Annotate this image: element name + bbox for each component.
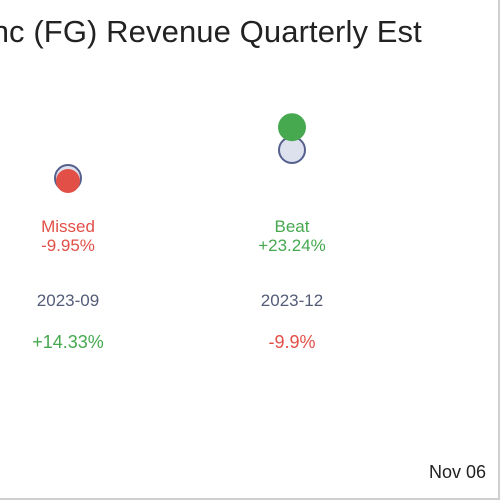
growth-label: +14.33% bbox=[32, 332, 104, 352]
surprise-label: -9.95% bbox=[41, 236, 95, 255]
surprise-label: +23.24% bbox=[258, 236, 326, 255]
chart-title: Inc (FG) Revenue Quarterly Est bbox=[0, 14, 422, 49]
growth-label: -9.9% bbox=[268, 332, 315, 352]
result-label: Beat bbox=[275, 217, 310, 236]
result-label: Missed bbox=[41, 217, 95, 236]
report-date: Nov 06 bbox=[429, 462, 487, 482]
period-label: 2023-09 bbox=[37, 291, 99, 310]
actual-point bbox=[56, 169, 80, 193]
period-label: 2023-12 bbox=[261, 291, 323, 310]
actual-point bbox=[278, 113, 306, 142]
